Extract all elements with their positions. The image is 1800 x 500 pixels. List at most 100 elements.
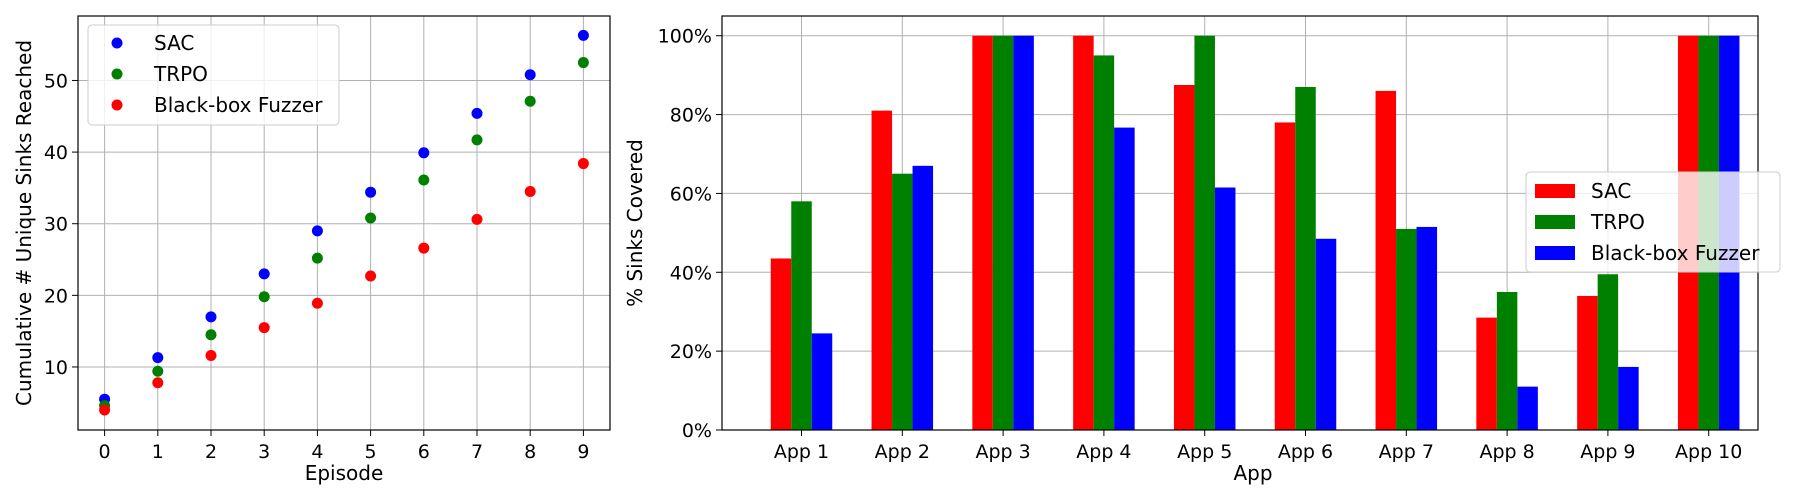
scatter-x-tick-label: 1 xyxy=(152,441,164,463)
bar-sac xyxy=(871,110,893,430)
scatter-point-sac xyxy=(577,29,589,41)
scatter-legend-box xyxy=(87,24,340,126)
bar-x-tick-label: App 4 xyxy=(1076,441,1131,463)
bar-y-tick-label: 80% xyxy=(670,105,712,127)
scatter-point-trpo xyxy=(205,329,217,341)
scatter-point-sac xyxy=(205,311,217,323)
bar-trpo xyxy=(1597,274,1619,430)
bar-legend-label-black-box-fuzzer: Black-box Fuzzer xyxy=(1591,241,1760,265)
scatter-x-tick-label: 0 xyxy=(99,441,111,463)
bar-legend: SAC TRPO Black-box Fuzzer xyxy=(1525,171,1781,273)
bar-y-tick-label: 60% xyxy=(670,183,712,205)
bar-y-tick-label: 20% xyxy=(670,341,712,363)
bar-sac xyxy=(1274,122,1296,430)
bar-series xyxy=(770,35,1740,431)
bar-legend-label-sac: SAC xyxy=(1591,179,1631,203)
bar-trpo xyxy=(1194,35,1215,430)
bar-legend-label-trpo: TRPO xyxy=(1590,210,1645,234)
scatter-plot-frame xyxy=(77,15,611,431)
bar-sac xyxy=(1476,317,1497,430)
scatter-point-trpo xyxy=(365,212,377,224)
scatter-point-black-box-fuzzer xyxy=(577,158,589,170)
scatter-y-tick-label: 30 xyxy=(44,214,68,236)
scatter-point-black-box-fuzzer xyxy=(418,242,430,254)
scatter-y-tick-label: 50 xyxy=(44,70,68,92)
scatter-point-trpo xyxy=(577,57,589,69)
scatter-y-tick-label: 40 xyxy=(44,142,68,164)
bar-tick-labels: 0% 20% 40% 60% 80% 100% App 1 App 2 App 3 App 4 Ap… xyxy=(658,26,1743,463)
scatter-point-trpo xyxy=(152,365,164,377)
scatter-x-tick-label: 2 xyxy=(205,441,217,463)
bar-legend-swatch-sac xyxy=(1535,184,1575,198)
scatter-point-black-box-fuzzer xyxy=(471,213,483,225)
bar-black-box-fuzzer xyxy=(1416,226,1438,430)
bar-black-box-fuzzer xyxy=(1214,187,1236,430)
scatter-x-tick-label: 3 xyxy=(258,441,270,463)
scatter-x-tick-label: 6 xyxy=(418,441,430,463)
scatter-chart: 0 1 2 3 4 5 6 7 8 9 10 20 30 40 50 Episode Cumulative … xyxy=(12,15,611,485)
bar-x-tick-label: App 5 xyxy=(1177,441,1232,463)
bar-trpo xyxy=(1295,86,1316,430)
bar-sac xyxy=(1577,295,1598,430)
bar-trpo xyxy=(1496,292,1518,430)
scatter-x-axis-label: Episode xyxy=(305,461,384,485)
scatter-legend-marker-trpo xyxy=(111,68,123,80)
scatter-point-trpo xyxy=(258,291,270,303)
bar-trpo xyxy=(1093,55,1115,431)
scatter-points xyxy=(99,29,589,416)
scatter-point-black-box-fuzzer xyxy=(311,297,323,309)
scatter-point-sac xyxy=(365,186,377,198)
scatter-point-black-box-fuzzer xyxy=(152,377,164,389)
bar-sac xyxy=(1073,35,1094,430)
bar-trpo xyxy=(791,201,812,430)
scatter-point-black-box-fuzzer xyxy=(258,322,270,334)
scatter-point-black-box-fuzzer xyxy=(205,350,217,362)
bar-legend-swatch-black-box-fuzzer xyxy=(1535,246,1575,260)
scatter-point-sac xyxy=(524,69,536,81)
scatter-point-trpo xyxy=(524,95,536,107)
scatter-y-tick-label: 10 xyxy=(44,357,68,379)
scatter-point-black-box-fuzzer xyxy=(365,270,377,282)
scatter-y-axis-label: Cumulative # Unique Sinks Reached xyxy=(12,40,36,406)
bar-x-tick-label: App 7 xyxy=(1379,441,1434,463)
bar-sac xyxy=(972,35,993,430)
scatter-x-tick-label: 9 xyxy=(577,441,589,463)
bar-black-box-fuzzer xyxy=(811,333,833,430)
scatter-legend-label-trpo: TRPO xyxy=(153,62,208,86)
bar-x-tick-label: App 8 xyxy=(1479,441,1534,463)
bar-legend-swatch-trpo xyxy=(1535,215,1575,229)
bar-legend-box xyxy=(1525,171,1781,273)
bar-y-tick-label: 0% xyxy=(682,420,712,442)
bar-y-axis-label: % Sinks Covered xyxy=(623,139,647,307)
bar-x-tick-label: App 3 xyxy=(975,441,1030,463)
bar-x-axis-label: App xyxy=(1233,461,1272,485)
bar-y-tick-label: 100% xyxy=(658,26,712,48)
bar-sac xyxy=(1173,85,1195,430)
scatter-point-sac xyxy=(152,352,164,364)
bar-black-box-fuzzer xyxy=(1114,127,1135,430)
scatter-point-black-box-fuzzer xyxy=(524,185,536,197)
scatter-legend: SAC TRPO Black-box Fuzzer xyxy=(87,24,340,126)
scatter-point-sac xyxy=(311,225,323,237)
bar-sac xyxy=(770,258,792,430)
bar-black-box-fuzzer xyxy=(1618,366,1639,430)
bar-x-tick-label: App 1 xyxy=(774,441,829,463)
bar-x-tick-label: App 2 xyxy=(875,441,930,463)
scatter-point-sac xyxy=(258,268,270,280)
bar-sac xyxy=(1375,90,1397,431)
scatter-x-tick-label: 8 xyxy=(524,441,536,463)
bar-black-box-fuzzer xyxy=(1013,35,1034,430)
scatter-point-trpo xyxy=(471,134,483,146)
scatter-legend-label-black-box-fuzzer: Black-box Fuzzer xyxy=(154,93,323,117)
scatter-point-sac xyxy=(418,147,430,159)
bar-y-tick-label: 40% xyxy=(670,262,712,284)
scatter-point-trpo xyxy=(311,252,323,264)
scatter-point-black-box-fuzzer xyxy=(99,404,111,416)
scatter-x-tick-label: 7 xyxy=(471,441,483,463)
scatter-point-sac xyxy=(471,107,483,119)
scatter-y-tick-label: 20 xyxy=(44,285,68,307)
scatter-tick-labels: 0 1 2 3 4 5 6 7 8 9 10 20 30 40 50 xyxy=(44,70,590,463)
bar-trpo xyxy=(1396,228,1417,430)
bar-x-tick-label: App 10 xyxy=(1675,441,1742,463)
